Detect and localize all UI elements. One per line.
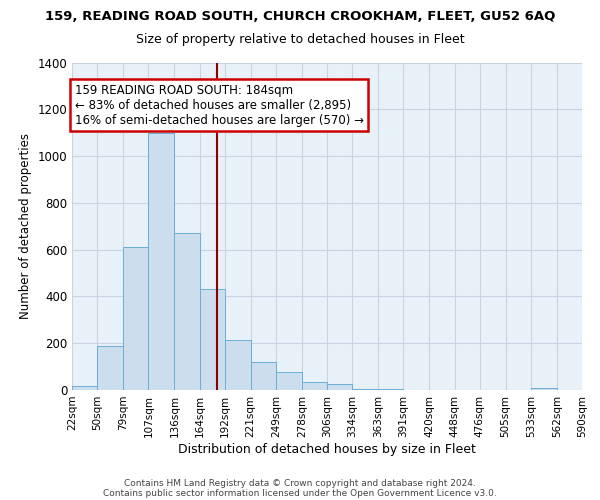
Text: Size of property relative to detached houses in Fleet: Size of property relative to detached ho… xyxy=(136,32,464,46)
Bar xyxy=(175,234,199,390)
Bar xyxy=(531,388,557,390)
Bar xyxy=(224,340,251,390)
Bar xyxy=(72,386,97,390)
Bar xyxy=(276,372,302,390)
Bar xyxy=(199,290,224,390)
Bar xyxy=(352,389,378,390)
Bar xyxy=(327,384,352,390)
Text: 159 READING ROAD SOUTH: 184sqm
← 83% of detached houses are smaller (2,895)
16% : 159 READING ROAD SOUTH: 184sqm ← 83% of … xyxy=(74,84,364,126)
Bar xyxy=(97,346,123,390)
Bar xyxy=(123,248,148,390)
X-axis label: Distribution of detached houses by size in Fleet: Distribution of detached houses by size … xyxy=(178,442,476,456)
Y-axis label: Number of detached properties: Number of detached properties xyxy=(19,133,32,320)
Text: Contains public sector information licensed under the Open Government Licence v3: Contains public sector information licen… xyxy=(103,488,497,498)
Text: Contains HM Land Registry data © Crown copyright and database right 2024.: Contains HM Land Registry data © Crown c… xyxy=(124,478,476,488)
Text: 159, READING ROAD SOUTH, CHURCH CROOKHAM, FLEET, GU52 6AQ: 159, READING ROAD SOUTH, CHURCH CROOKHAM… xyxy=(45,10,555,23)
Bar xyxy=(148,132,175,390)
Bar xyxy=(302,382,327,390)
Bar xyxy=(251,362,276,390)
